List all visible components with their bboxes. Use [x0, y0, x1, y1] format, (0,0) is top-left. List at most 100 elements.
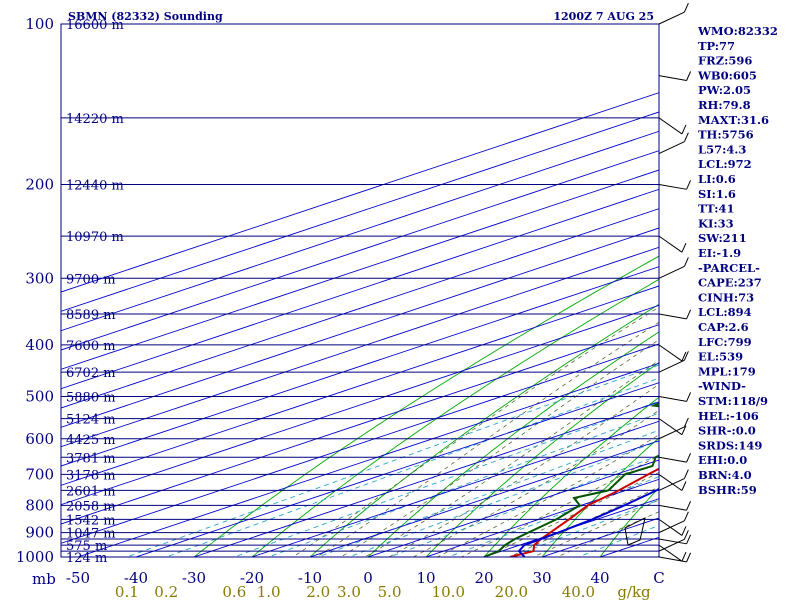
wind-barb-shaft: [658, 266, 685, 279]
isotherm: [61, 111, 659, 312]
wind-barb-shaft: [658, 183, 687, 190]
wind-barb-flag: [683, 530, 689, 540]
wind-barb-flag: [686, 552, 692, 563]
isotherm: [366, 459, 659, 557]
index-entry: STM:118/9: [698, 394, 768, 408]
height-labels: 16600 m 14220 m 12440 m 10970 m 9700 m 8589 m…: [66, 18, 124, 566]
moist-adiabat: [364, 359, 659, 557]
height-label: 9700 m: [66, 272, 116, 287]
index-entry: CINH:73: [698, 290, 754, 304]
wind-barb-shaft: [658, 75, 687, 82]
height-label: 6702 m: [66, 366, 116, 381]
height-label: 5124 m: [66, 413, 116, 428]
wind-barb-shaft: [658, 313, 687, 320]
index-entry: -PARCEL-: [698, 261, 760, 275]
wind-barb-flag: [683, 2, 689, 13]
index-entry: SI:1.6: [698, 187, 736, 201]
isotherm: [61, 343, 659, 544]
index-entry: MPL:179: [698, 364, 756, 378]
wind-barb-flag: [683, 469, 689, 479]
height-label: 14220 m: [66, 112, 124, 127]
height-label: 10970 m: [66, 230, 124, 245]
temperature-label: 30: [532, 569, 551, 587]
temperature-label: 20: [474, 569, 493, 587]
diagram-grid: [61, 92, 659, 557]
wind-barb-flag: [683, 511, 689, 521]
moist-adiabat: [412, 409, 659, 557]
isotherm: [61, 285, 659, 486]
wind-barb-flag: [681, 526, 687, 536]
index-entry: WB0:605: [697, 68, 757, 82]
temperature-labels: -50 -40 -30 -20 -10 0 10 20 30 40 C: [66, 569, 665, 587]
index-entry: FRZ:596: [698, 54, 752, 68]
index-entry: SRDS:149: [698, 438, 762, 452]
wind-barb-flag: [683, 132, 689, 142]
temperature-label: -40: [124, 569, 148, 587]
isotherm: [61, 227, 659, 428]
temperature-label: -50: [66, 569, 90, 587]
mixing-ratio-line: [233, 400, 659, 557]
index-entry: -WIND-: [698, 379, 746, 393]
wind-barb-shaft: [658, 556, 687, 563]
height-label: 1542 m: [66, 513, 116, 528]
index-entry: MAXT:31.6: [698, 113, 769, 127]
mixing-ratio-label: 0.2: [154, 583, 178, 600]
pressure-labels: 100 200 300 400 500 600 700 800 900 1000: [16, 15, 54, 566]
wind-barb-shaft: [658, 456, 687, 463]
index-entry: L57:4.3: [698, 142, 746, 156]
height-label: 3178 m: [66, 468, 116, 483]
pressure-label: 1000: [16, 548, 54, 566]
wind-barb-shaft: [658, 235, 683, 253]
index-entry: EI:-1.9: [698, 246, 741, 260]
isotherm: [61, 304, 659, 506]
isotherm: [61, 169, 659, 370]
wind-barb-shaft: [658, 426, 685, 440]
wind-barb-flag: [686, 71, 692, 81]
stability-indices: WMO:82332TP:77FRZ:596WB0:605PW:2.05RH:79…: [697, 24, 778, 497]
wind-barb-flag: [683, 257, 689, 267]
temperature-label: 0: [363, 569, 373, 587]
chart-title: SBMN (82332) Sounding: [68, 10, 223, 23]
height-label: 12440 m: [66, 178, 124, 193]
isotherm: [61, 130, 659, 332]
temperature-label: -20: [240, 569, 264, 587]
wind-barb-flag: [681, 124, 687, 135]
dry-adiabat: [425, 361, 659, 557]
height-label: 3781 m: [66, 451, 116, 466]
wind-barb-flag: [686, 534, 692, 545]
isotherm: [61, 188, 659, 390]
index-entry: HEL:-106: [698, 409, 759, 423]
pressure-label: 100: [25, 15, 54, 33]
height-label: 1047 m: [66, 527, 116, 542]
index-entry: RH:79.8: [698, 98, 751, 112]
parcel-line: [517, 487, 659, 557]
pressure-label: 800: [25, 496, 54, 514]
hodograph: [624, 517, 646, 546]
index-entry: BRN:4.0: [698, 468, 752, 482]
mixing-ratio-label: 0.1: [115, 583, 139, 600]
wind-barb-flag: [686, 309, 692, 320]
wind-barb-flag: [681, 481, 687, 491]
dry-adiabat: [483, 396, 659, 557]
mixing-ratio-line: [125, 364, 659, 557]
wind-barb-flag: [681, 351, 687, 362]
wind-barbs: [624, 2, 692, 563]
wind-barb-flag: [681, 425, 687, 435]
index-entry: EL:539: [698, 350, 743, 364]
height-label: 2601 m: [66, 484, 116, 499]
temperature-label: C: [653, 569, 664, 587]
index-entry: SW:211: [698, 231, 747, 245]
index-entry: TH:5756: [698, 128, 754, 142]
mixing-ratio-label: 5.0: [378, 583, 402, 600]
wind-barb-flag: [681, 242, 687, 253]
isotherm: [308, 440, 659, 557]
wind-barb-flag: [686, 452, 692, 463]
index-entry: BSHR:59: [698, 483, 757, 497]
wind-barb-shaft: [658, 538, 685, 552]
pressure-label: 500: [25, 388, 54, 406]
temperature-label: 10: [416, 569, 435, 587]
index-entry: SHR-:0.0: [698, 424, 756, 438]
height-label: 575 m: [66, 539, 107, 554]
index-entry: PW:2.05: [698, 83, 751, 97]
